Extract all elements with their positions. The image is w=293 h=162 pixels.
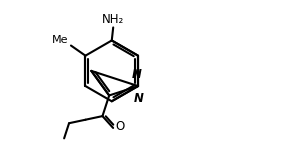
Text: NH₂: NH₂ xyxy=(102,13,124,26)
Text: O: O xyxy=(115,120,125,133)
Text: N: N xyxy=(132,68,142,81)
Text: Me: Me xyxy=(52,35,69,45)
Text: N: N xyxy=(134,93,144,105)
